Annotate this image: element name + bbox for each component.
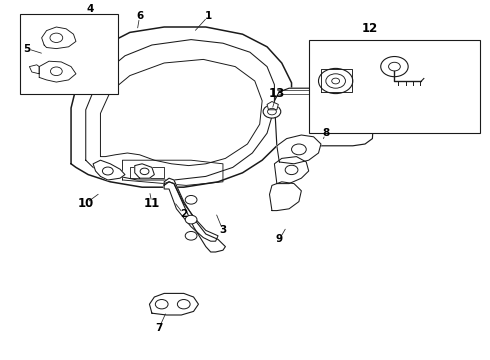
Text: 9: 9 xyxy=(276,234,283,244)
Polygon shape xyxy=(29,65,39,74)
Circle shape xyxy=(318,68,353,94)
Polygon shape xyxy=(135,164,154,178)
Text: 10: 10 xyxy=(77,197,94,210)
Text: 5: 5 xyxy=(24,44,30,54)
Circle shape xyxy=(185,195,197,204)
Polygon shape xyxy=(164,182,218,241)
Text: 6: 6 xyxy=(136,11,143,21)
Text: 12: 12 xyxy=(362,22,378,35)
Polygon shape xyxy=(39,61,76,82)
Text: 1: 1 xyxy=(205,11,212,21)
Circle shape xyxy=(268,108,276,115)
Circle shape xyxy=(140,168,149,175)
Polygon shape xyxy=(274,157,309,184)
Polygon shape xyxy=(277,135,321,164)
Circle shape xyxy=(292,144,306,155)
Circle shape xyxy=(185,215,197,224)
Polygon shape xyxy=(164,178,225,252)
Polygon shape xyxy=(267,102,278,110)
Polygon shape xyxy=(93,160,125,180)
Circle shape xyxy=(263,105,281,118)
Circle shape xyxy=(332,78,340,84)
Circle shape xyxy=(50,33,63,42)
Circle shape xyxy=(389,62,400,71)
Polygon shape xyxy=(149,293,198,315)
Circle shape xyxy=(381,57,408,77)
Text: 13: 13 xyxy=(269,87,285,100)
Text: 2: 2 xyxy=(180,209,187,219)
Text: 4: 4 xyxy=(87,4,95,14)
Bar xyxy=(309,40,480,133)
Text: 8: 8 xyxy=(322,128,329,138)
Bar xyxy=(20,14,118,94)
Circle shape xyxy=(285,165,298,175)
Circle shape xyxy=(177,300,190,309)
Circle shape xyxy=(185,231,197,240)
Text: 11: 11 xyxy=(144,197,160,210)
Polygon shape xyxy=(71,27,292,187)
Text: 7: 7 xyxy=(155,323,163,333)
Circle shape xyxy=(326,74,345,88)
Circle shape xyxy=(102,167,113,175)
Circle shape xyxy=(50,67,62,76)
Polygon shape xyxy=(42,27,76,49)
Polygon shape xyxy=(270,182,301,211)
Text: 3: 3 xyxy=(220,225,226,235)
Circle shape xyxy=(155,300,168,309)
Polygon shape xyxy=(274,88,375,146)
